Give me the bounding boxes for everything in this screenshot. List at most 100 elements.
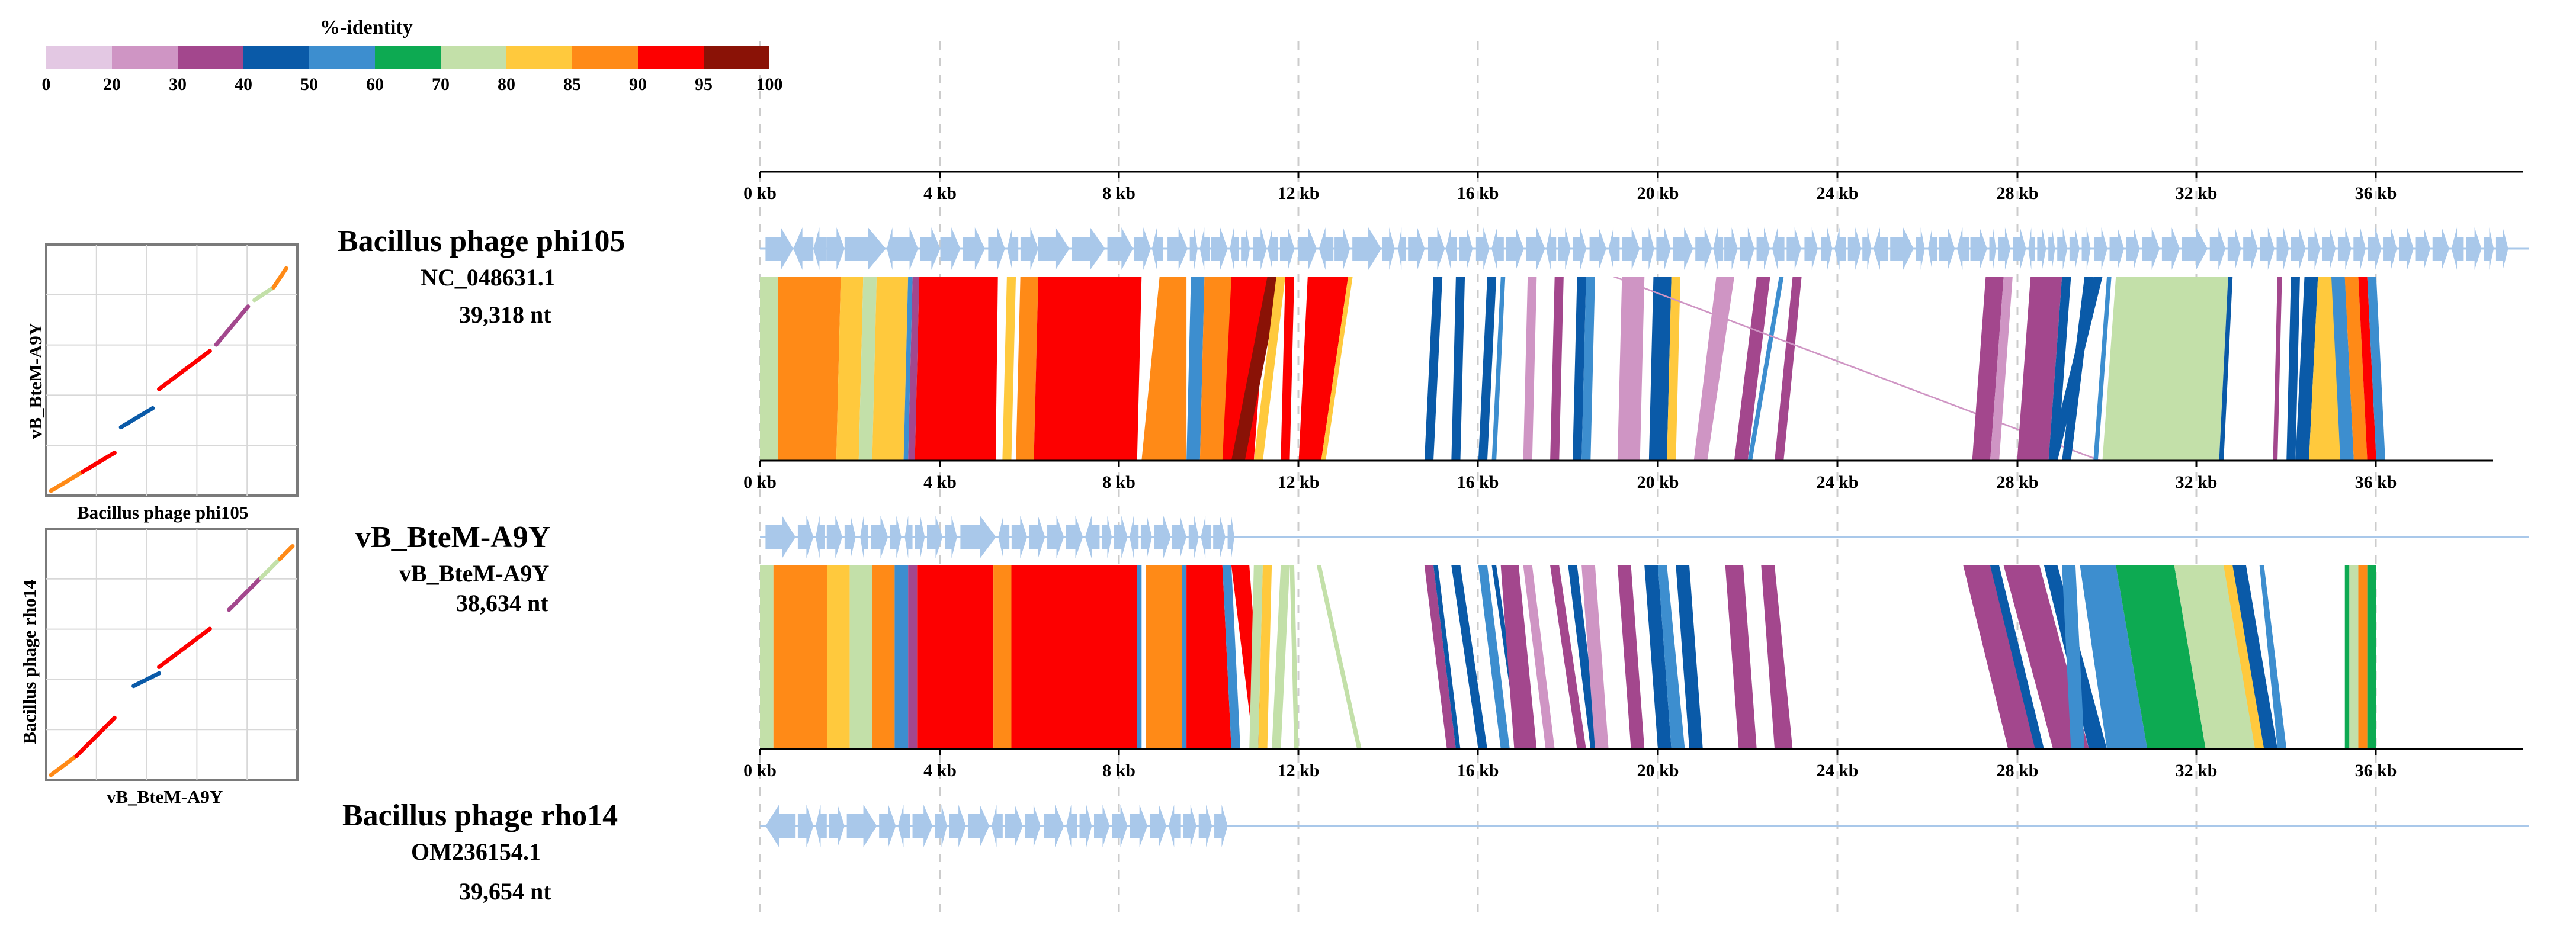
gene-arrow	[1641, 227, 1654, 270]
gene-arrow	[1890, 227, 1914, 270]
gene-arrow	[1334, 227, 1350, 270]
gene-arrow	[1107, 227, 1133, 270]
identity-links	[760, 277, 2385, 749]
gene-arrow	[1168, 805, 1181, 847]
identity-link	[903, 277, 913, 461]
gene-arrow	[2182, 227, 2208, 270]
legend-swatch	[441, 46, 506, 69]
axis-tick-label: 4 kb	[923, 472, 957, 492]
identity-link	[1734, 277, 1770, 461]
gene-arrow	[1072, 227, 1105, 270]
gene-arrow	[2227, 227, 2241, 270]
gene-arrow	[813, 227, 827, 270]
gene-arrow	[927, 516, 943, 558]
genome-tracks	[760, 227, 2529, 847]
legend-swatch	[178, 46, 243, 69]
gene-arrow	[829, 805, 845, 847]
gene-arrow	[1025, 805, 1041, 847]
gene-arrow	[765, 227, 794, 270]
gene-arrow	[2209, 227, 2226, 270]
identity-link	[2080, 565, 2148, 749]
legend-tick-label: 100	[756, 75, 783, 94]
legend-tick-label: 30	[169, 75, 187, 94]
identity-link	[1775, 277, 1802, 461]
gene-arrow	[1227, 516, 1234, 558]
gene-arrow	[1114, 516, 1128, 558]
gene-arrow	[1253, 227, 1267, 270]
gene-arrow	[1821, 227, 1833, 270]
dotplot-segment	[252, 285, 276, 303]
identity-link	[1186, 565, 1231, 749]
identity-link	[2048, 277, 2071, 461]
axis-tick-label: 32 kb	[2176, 184, 2218, 203]
identity-link	[872, 565, 895, 749]
gene-arrow	[1428, 227, 1445, 270]
gene-arrow	[960, 516, 996, 558]
identity-link	[2224, 565, 2264, 749]
identity-link	[908, 565, 918, 749]
gene-arrow	[2415, 227, 2430, 270]
gene-arrow	[1695, 227, 1712, 270]
gene-arrow	[2484, 227, 2494, 270]
legend-tick-label: 60	[366, 75, 384, 94]
identity-link	[1424, 565, 1456, 749]
gene-arrow	[945, 516, 957, 558]
dotplot-frame	[45, 243, 299, 497]
legend-title: %-identity	[320, 17, 413, 38]
gene-arrow	[2126, 227, 2140, 270]
gene-arrow	[1573, 227, 1586, 270]
identity-link	[2286, 277, 2300, 461]
identity-link	[2232, 565, 2278, 749]
identity-link	[2344, 277, 2368, 461]
gene-arrow	[1130, 805, 1148, 847]
axis-tick-label: 8 kb	[1102, 184, 1135, 203]
gene-arrow	[2028, 227, 2035, 270]
gene-arrow	[1446, 227, 1457, 270]
gene-arrow	[1198, 805, 1212, 847]
axis-tick-label: 4 kb	[923, 761, 957, 780]
gene-arrow	[1150, 805, 1167, 847]
gene-arrow	[1134, 227, 1151, 270]
axis-tick-label: 12 kb	[1278, 184, 1320, 203]
dotplot-segment	[157, 349, 212, 391]
identity-link	[2367, 565, 2376, 749]
gene-arrow	[1847, 227, 1862, 270]
gene-arrow	[1546, 227, 1557, 270]
gene-arrow	[2081, 227, 2091, 270]
legend-swatch	[704, 46, 769, 69]
identity-link	[1137, 565, 1142, 749]
gene-arrow	[1044, 805, 1064, 847]
gene-arrow	[860, 516, 868, 558]
identity-link	[1500, 565, 1537, 749]
gene-arrow	[1085, 516, 1100, 558]
genome-3-name: Bacillus phage rho14	[342, 799, 618, 832]
identity-link	[1272, 565, 1290, 749]
gene-arrow	[988, 227, 1005, 270]
axis-tick-label: 32 kb	[2176, 472, 2218, 492]
gene-arrow	[1188, 516, 1199, 558]
gene-arrow	[2495, 227, 2508, 270]
identity-link	[1478, 277, 1497, 461]
gene-arrow	[1005, 805, 1023, 847]
identity-link	[1972, 277, 2004, 461]
gene-arrow	[793, 227, 814, 270]
identity-link	[2367, 277, 2385, 461]
gene-arrow	[1970, 227, 1987, 270]
identity-link	[1253, 277, 1285, 461]
identity-link	[2048, 277, 2103, 461]
identity-link	[1963, 565, 2040, 749]
axis-tick-label: 28 kb	[1997, 184, 2039, 203]
gene-arrow	[1740, 227, 1754, 270]
axis-tick-label: 0 kb	[743, 184, 777, 203]
gene-arrow	[1213, 516, 1226, 558]
identity-link	[1693, 277, 1734, 461]
dotplot-segment	[118, 406, 155, 430]
axis-tick-label: 32 kb	[2176, 761, 2218, 780]
gene-arrow	[1673, 227, 1693, 270]
identity-link	[2017, 277, 2062, 461]
legend-swatch	[243, 46, 309, 69]
gene-arrow	[1130, 516, 1139, 558]
kb-axes: 0 kb 4 kb 8 kb 12 kb 16 kb 20 kb 24 kb 28 kb 32 …	[743, 171, 2523, 780]
gene-arrow	[816, 516, 825, 558]
gene-arrow	[871, 516, 888, 558]
